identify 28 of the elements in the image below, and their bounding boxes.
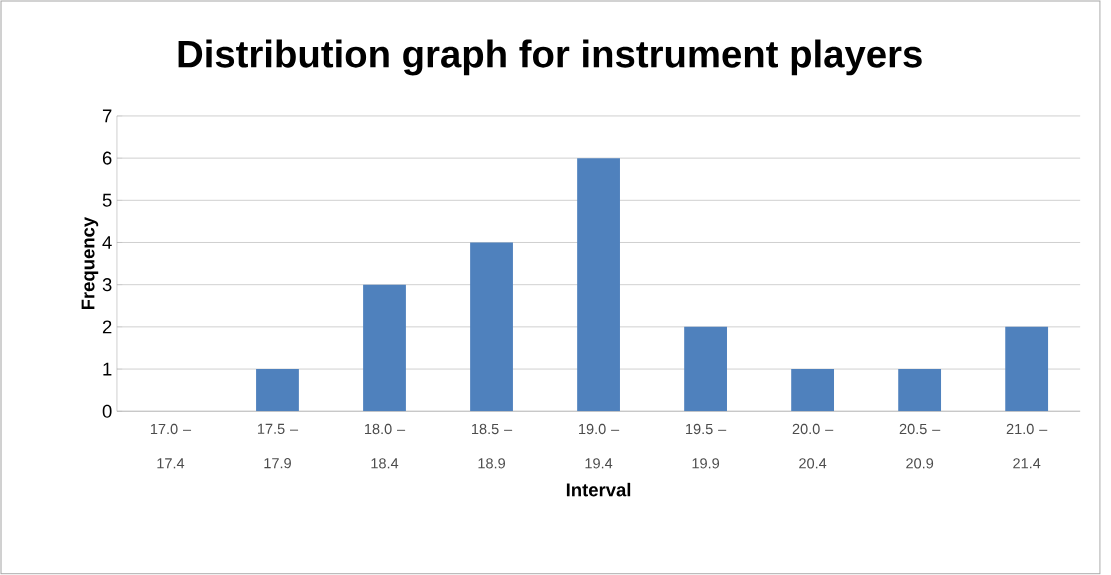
y-tick-label: 3 bbox=[102, 278, 112, 292]
bar bbox=[470, 242, 513, 412]
category-label: 21.0 – 21.4 bbox=[1006, 423, 1048, 469]
category-label: 20.0 – 20.4 bbox=[792, 423, 834, 469]
category-label: 20.5 – 20.9 bbox=[899, 423, 941, 469]
y-axis-title: Frequency bbox=[81, 217, 99, 310]
category-label: 17.0 – 17.4 bbox=[150, 423, 192, 469]
y-tick-label: 1 bbox=[103, 362, 112, 376]
category-label: 19.5 – 19.9 bbox=[686, 423, 727, 469]
chart-title: Distribution graph for instrument players bbox=[178, 39, 922, 76]
category-label: 18.5 – 18.9 bbox=[472, 423, 513, 469]
bar bbox=[1005, 327, 1049, 412]
x-axis-title: Interval bbox=[566, 482, 631, 497]
bar bbox=[577, 158, 620, 412]
y-tick-label: 5 bbox=[102, 193, 112, 207]
y-tick-label: 7 bbox=[102, 109, 112, 123]
y-tick-label: 6 bbox=[102, 151, 112, 165]
category-label: 19.0 – 19.4 bbox=[579, 423, 620, 469]
bar bbox=[363, 284, 406, 412]
category-label: 17.5 – 17.9 bbox=[257, 423, 299, 469]
y-tick-label: 0 bbox=[102, 404, 112, 418]
y-tick-label: 4 bbox=[102, 236, 112, 249]
bar bbox=[256, 369, 299, 412]
category-label: 18.0 – 18.4 bbox=[365, 423, 406, 469]
bar bbox=[898, 369, 942, 412]
bar bbox=[791, 369, 835, 412]
y-tick-label: 2 bbox=[102, 320, 112, 334]
bar bbox=[684, 327, 727, 412]
